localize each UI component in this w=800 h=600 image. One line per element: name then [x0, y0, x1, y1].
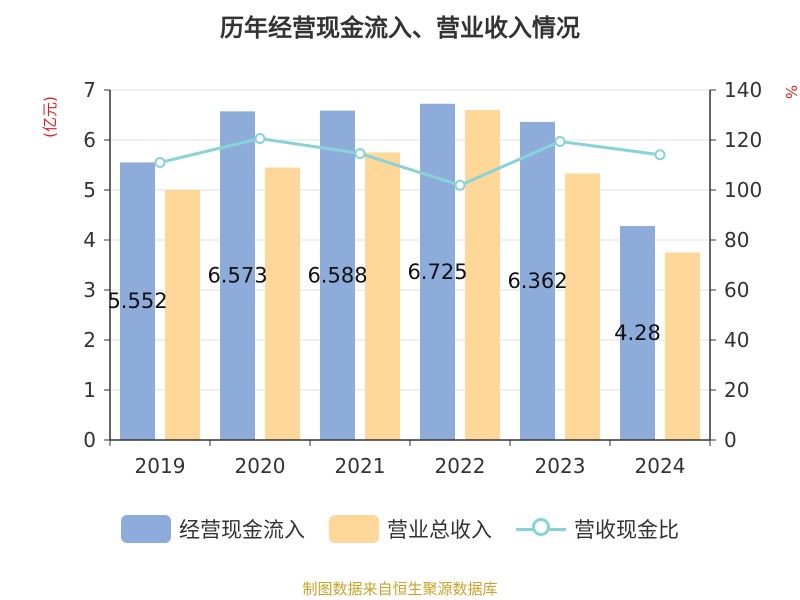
y-left-tick-label: 0 — [83, 428, 96, 452]
y-left-tick-label: 6 — [83, 128, 96, 152]
axes: 0 1 2 3 4 5 6 7 0 20 40 60 80 100 120 140 2019 2020 2021 20… — [83, 78, 762, 478]
y-right-tick-label: 60 — [724, 278, 749, 302]
bar-revenue — [365, 152, 400, 440]
bar-cash-inflow — [620, 226, 655, 440]
bar-revenue — [265, 167, 300, 440]
y-right-tick-label: 40 — [724, 328, 749, 352]
legend: 经营现金流入 营业总收入 营收现金比 — [0, 514, 800, 544]
x-tick-label: 2020 — [235, 454, 286, 478]
y-right-tick-label: 80 — [724, 228, 749, 252]
data-label-cash-inflow: 6.573 — [207, 264, 267, 288]
x-tick-label: 2023 — [535, 454, 586, 478]
data-label-cash-inflow: 5.552 — [107, 289, 167, 313]
bar-cash-inflow — [420, 103, 455, 440]
legend-item-revenue[interactable]: 营业总收入 — [329, 514, 492, 544]
ratio-line — [154, 133, 666, 191]
bar-cash-inflow — [120, 162, 155, 440]
legend-swatch-ratio — [516, 515, 566, 543]
y-left-tick-label: 3 — [83, 278, 96, 302]
chart-canvas: 0 1 2 3 4 5 6 7 0 20 40 60 80 100 120 140 2019 2020 2021 20… — [41, 78, 800, 478]
ratio-point — [454, 179, 466, 191]
y-right-tick-label: 140 — [724, 78, 762, 102]
legend-swatch-revenue — [329, 515, 379, 543]
y-left-tick-label: 1 — [83, 378, 96, 402]
ratio-point — [654, 149, 666, 161]
bar-revenue — [165, 190, 200, 440]
bar-cash-inflow — [220, 111, 255, 440]
data-labels: 5.552 6.573 6.588 6.725 6.362 4.28 — [107, 260, 660, 345]
legend-label-cash-inflow: 经营现金流入 — [179, 518, 305, 542]
y-left-tick-label: 5 — [83, 178, 96, 202]
x-tick-label: 2021 — [335, 454, 386, 478]
ratio-line-path — [159, 136, 661, 187]
y-right-tick-label: 20 — [724, 378, 749, 402]
y-left-tick-label: 2 — [83, 328, 96, 352]
ratio-point — [354, 148, 366, 159]
x-tick-label: 2024 — [635, 454, 686, 478]
ratio-point — [254, 133, 266, 144]
ratio-point — [154, 157, 166, 168]
bars — [120, 103, 700, 441]
chart-title: 历年经营现金流入、营业收入情况 — [220, 14, 580, 42]
x-tick-label: 2019 — [135, 454, 186, 478]
bar-revenue — [565, 173, 600, 440]
y-right-axis-label: % — [782, 85, 800, 99]
y-left-axis-label: (亿元) — [41, 96, 59, 138]
legend-swatch-cash-inflow — [121, 515, 171, 543]
ratio-point — [554, 136, 566, 147]
y-left-tick-label: 4 — [83, 228, 96, 252]
source-note: 制图数据来自恒生聚源数据库 — [302, 580, 498, 598]
legend-label-ratio: 营收现金比 — [574, 518, 679, 542]
data-label-cash-inflow: 6.588 — [307, 263, 367, 287]
bar-cash-inflow — [520, 121, 555, 441]
y-left-tick-label: 7 — [83, 78, 96, 102]
bar-cash-inflow — [320, 110, 355, 440]
bar-revenue — [465, 110, 500, 440]
y-right-tick-label: 100 — [724, 178, 762, 202]
legend-item-ratio[interactable]: 营收现金比 — [516, 514, 679, 544]
y-right-tick-label: 0 — [724, 428, 737, 452]
data-label-cash-inflow: 4.28 — [614, 321, 661, 345]
data-label-cash-inflow: 6.362 — [507, 269, 567, 293]
legend-item-cash-inflow[interactable]: 经营现金流入 — [121, 514, 305, 544]
x-tick-label: 2022 — [435, 454, 486, 478]
y-right-tick-label: 120 — [724, 128, 762, 152]
bar-revenue — [665, 252, 700, 440]
legend-label-revenue: 营业总收入 — [387, 518, 492, 542]
data-label-cash-inflow: 6.725 — [407, 260, 467, 284]
